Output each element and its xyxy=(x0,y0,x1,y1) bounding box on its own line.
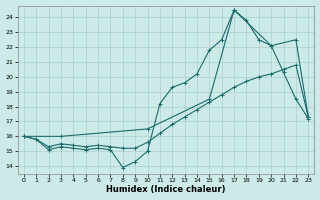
X-axis label: Humidex (Indice chaleur): Humidex (Indice chaleur) xyxy=(106,185,226,194)
